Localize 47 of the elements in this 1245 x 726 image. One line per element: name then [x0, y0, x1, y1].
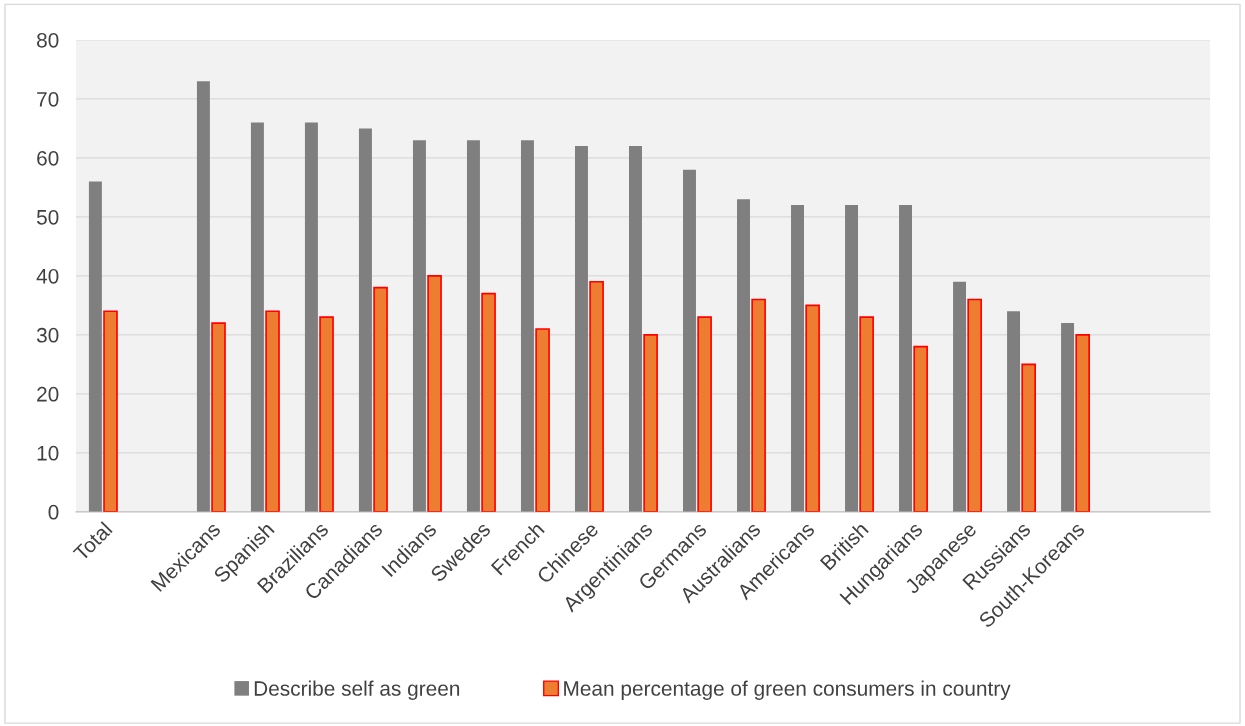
- bar: [103, 310, 118, 512]
- legend-label: Mean percentage of green consumers in country: [564, 680, 1011, 700]
- legend-label: Describe self as green: [254, 680, 460, 700]
- bar: [953, 281, 967, 512]
- bar: [304, 122, 318, 512]
- bar: [1075, 334, 1090, 512]
- bar: [250, 122, 264, 512]
- bar: [805, 304, 820, 512]
- bar: [589, 280, 604, 512]
- bar: [737, 199, 750, 512]
- bar: [1061, 323, 1075, 512]
- y-tick-label: 80: [37, 32, 59, 48]
- y-tick-label: 0: [48, 504, 59, 520]
- bar: [751, 298, 766, 512]
- bar: [845, 205, 858, 512]
- y-tick-label: 10: [37, 445, 59, 461]
- bar: [427, 275, 442, 512]
- bar: [913, 345, 928, 512]
- y-tick-label: 20: [37, 386, 59, 402]
- bar: [697, 316, 712, 512]
- y-tick-label: 60: [37, 150, 59, 166]
- bar: [196, 81, 210, 512]
- bar: [967, 298, 982, 512]
- bar: [574, 146, 588, 512]
- bar: [629, 146, 642, 512]
- y-tick-label: 50: [36, 209, 59, 225]
- bar: [373, 286, 388, 512]
- bar: [481, 292, 496, 512]
- bar: [791, 205, 804, 512]
- bar: [535, 328, 550, 512]
- bar: [859, 316, 874, 512]
- bar: [1007, 311, 1021, 512]
- bar: [211, 322, 226, 512]
- bar: [265, 310, 280, 512]
- bar: [643, 334, 658, 512]
- y-tick-label: 70: [37, 91, 59, 107]
- bar: [899, 205, 913, 512]
- bar: [466, 140, 480, 512]
- bar: [1021, 363, 1036, 512]
- bar: [358, 128, 372, 512]
- bar: [683, 169, 696, 512]
- bar: [520, 140, 534, 512]
- y-tick-label: 30: [36, 327, 59, 343]
- bar: [319, 316, 334, 512]
- bar: [412, 140, 426, 512]
- y-tick-label: 40: [36, 268, 59, 284]
- bar: [88, 181, 102, 512]
